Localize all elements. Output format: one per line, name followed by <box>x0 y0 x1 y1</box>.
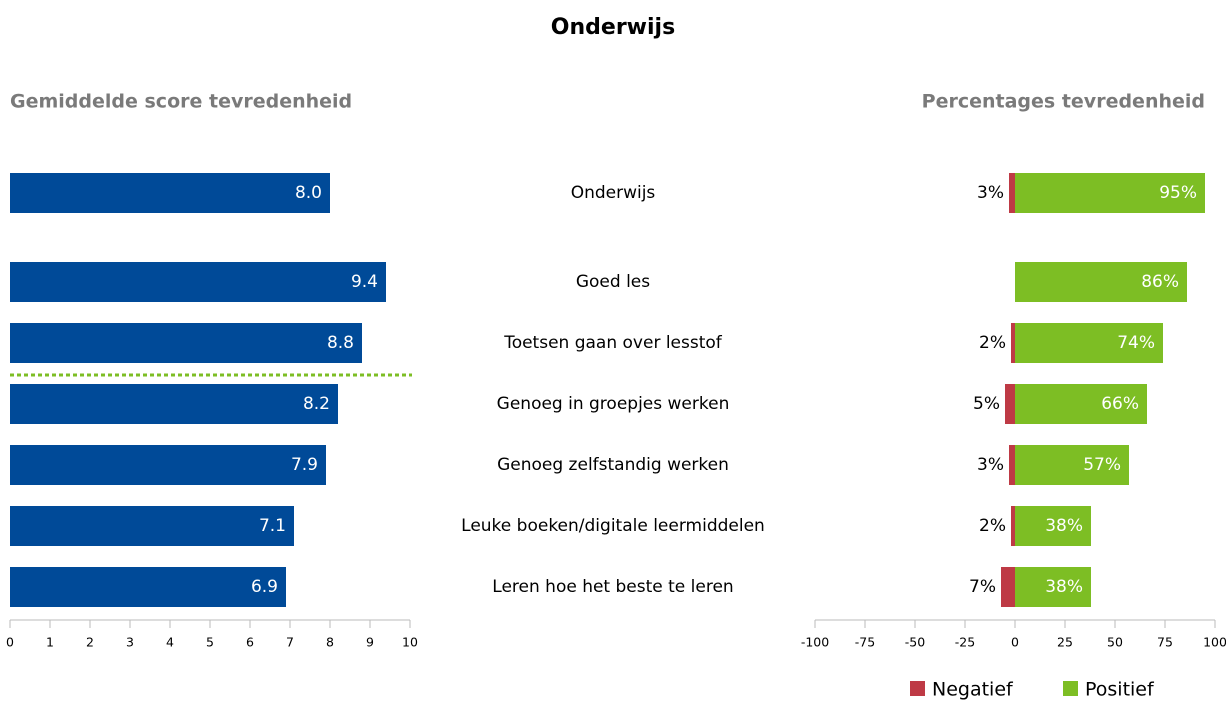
x-tick-label: -75 <box>855 635 875 650</box>
legend-label: Positief <box>1085 679 1155 701</box>
bar <box>1015 445 1129 485</box>
value-label: 7.9 <box>291 455 318 475</box>
category-label: Genoeg in groepjes werken <box>497 394 730 414</box>
bar <box>10 262 386 302</box>
value-label: 3% <box>977 183 1004 203</box>
x-tick-label: 8 <box>326 635 334 650</box>
x-tick-label: -25 <box>955 635 975 650</box>
x-tick-label: -50 <box>905 635 925 650</box>
value-label: 95% <box>1159 183 1197 203</box>
x-tick-label: 75 <box>1157 635 1173 650</box>
category-label: Leuke boeken/digitale leermiddelen <box>461 516 765 536</box>
bar <box>1015 262 1187 302</box>
bar <box>10 445 326 485</box>
x-tick-label: 6 <box>246 635 254 650</box>
x-tick-label: 0 <box>6 635 14 650</box>
x-tick-label: 3 <box>126 635 134 650</box>
bar <box>10 323 362 363</box>
x-tick-label: 5 <box>206 635 214 650</box>
left-chart-title: Gemiddelde score tevredenheid <box>10 91 352 113</box>
category-label: Toetsen gaan over lesstof <box>503 333 723 353</box>
x-tick-label: 7 <box>286 635 294 650</box>
value-label: 57% <box>1083 455 1121 475</box>
category-label: Genoeg zelfstandig werken <box>497 455 729 475</box>
bar <box>1009 173 1015 213</box>
category-label: Onderwijs <box>571 183 656 203</box>
bar <box>1001 567 1015 607</box>
x-tick-label: 10 <box>402 635 418 650</box>
bar <box>1015 173 1205 213</box>
bar <box>10 567 286 607</box>
value-label: 86% <box>1141 272 1179 292</box>
chart-title: Onderwijs <box>551 15 675 40</box>
right-chart-title: Percentages tevredenheid <box>922 91 1205 113</box>
value-label: 6.9 <box>251 577 278 597</box>
x-tick-label: 25 <box>1057 635 1073 650</box>
value-label: 2% <box>979 516 1006 536</box>
value-label: 9.4 <box>351 272 378 292</box>
value-label: 7% <box>969 577 996 597</box>
x-tick-label: 1 <box>46 635 54 650</box>
x-tick-label: 2 <box>86 635 94 650</box>
bar <box>10 384 338 424</box>
value-label: 66% <box>1101 394 1139 414</box>
bar <box>1009 445 1015 485</box>
bar <box>10 173 330 213</box>
value-label: 8.2 <box>303 394 330 414</box>
value-label: 38% <box>1045 516 1083 536</box>
bar <box>1005 384 1015 424</box>
value-label: 7.1 <box>259 516 286 536</box>
x-tick-label: 0 <box>1011 635 1019 650</box>
value-label: 3% <box>977 455 1004 475</box>
x-tick-label: 100 <box>1203 635 1226 650</box>
value-label: 8.8 <box>327 333 354 353</box>
bar <box>1011 323 1015 363</box>
value-label: 2% <box>979 333 1006 353</box>
x-tick-label: -100 <box>801 635 829 650</box>
x-tick-label: 4 <box>166 635 174 650</box>
legend-swatch <box>1063 681 1078 696</box>
x-tick-label: 9 <box>366 635 374 650</box>
bar <box>1015 384 1147 424</box>
bar <box>10 506 294 546</box>
bar <box>1015 323 1163 363</box>
category-label: Goed les <box>576 272 650 292</box>
bar <box>1015 567 1091 607</box>
legend-label: Negatief <box>932 679 1014 701</box>
bar <box>1015 506 1091 546</box>
legend-swatch <box>910 681 925 696</box>
category-label: Leren hoe het beste te leren <box>492 577 733 597</box>
value-label: 38% <box>1045 577 1083 597</box>
value-label: 74% <box>1117 333 1155 353</box>
value-label: 8.0 <box>295 183 322 203</box>
value-label: 5% <box>973 394 1000 414</box>
bar <box>1011 506 1015 546</box>
x-tick-label: 50 <box>1107 635 1123 650</box>
